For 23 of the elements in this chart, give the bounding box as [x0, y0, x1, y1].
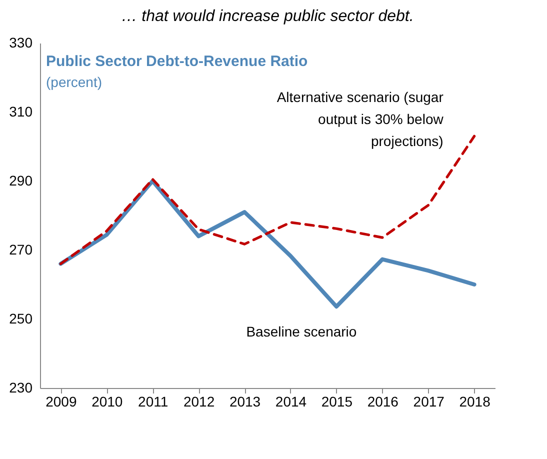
x-tick-label: 2013 [229, 394, 261, 410]
y-tick-label: 290 [9, 172, 33, 188]
y-tick-label: 250 [9, 310, 33, 326]
x-tick-label: 2016 [367, 394, 399, 410]
y-tick-label: 230 [9, 380, 33, 396]
x-tick-label: 2009 [46, 394, 77, 410]
x-tick-label: 2017 [413, 394, 445, 410]
x-tick-label: 2014 [275, 394, 307, 410]
line-series [58, 179, 476, 309]
y-tick-label: 310 [9, 104, 33, 120]
x-tick-label: 2018 [459, 394, 491, 410]
x-tick-label: 2010 [92, 394, 123, 410]
x-tick-label: 2015 [321, 394, 353, 410]
y-tick-label: 330 [9, 34, 33, 50]
series-label: Alternative scenario (sugar output is 30% below projections) [276, 89, 444, 150]
y-tick-label: 270 [9, 242, 33, 258]
text: (percent) [46, 74, 102, 90]
series-label: Baseline scenario [246, 324, 357, 340]
line-series [59, 134, 476, 266]
text: Public Sector Debt-to-Revenue Ratio [46, 53, 308, 70]
x-tick-label: 2011 [138, 394, 168, 410]
x-tick-label: 2012 [183, 394, 215, 410]
text: … that would increase public sector debt. [121, 8, 414, 25]
